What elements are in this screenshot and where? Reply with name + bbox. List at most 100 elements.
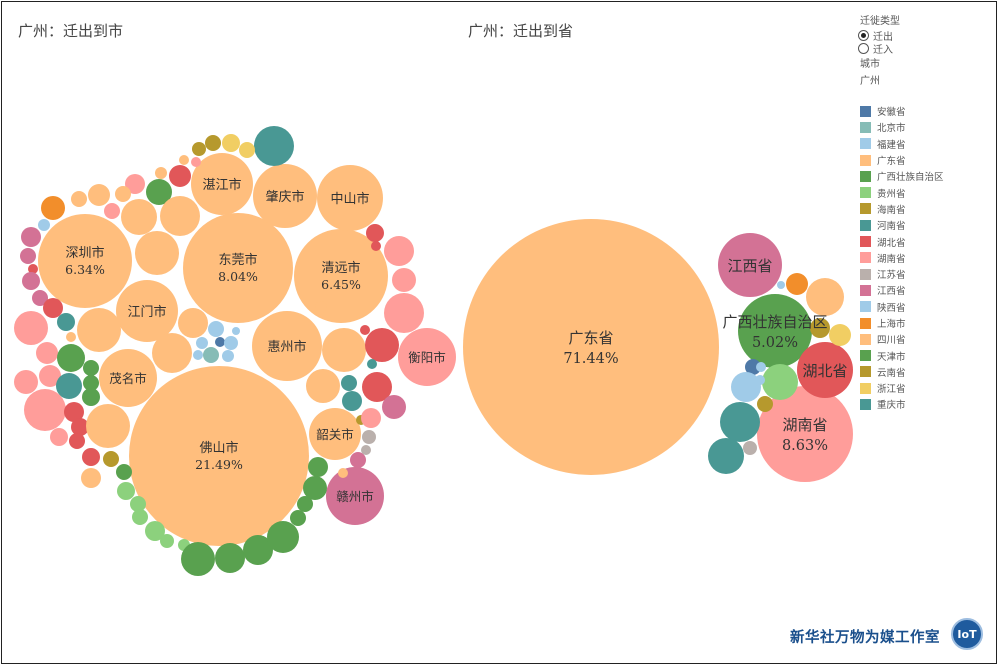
small-bubble[interactable]	[135, 231, 179, 275]
small-bubble[interactable]	[20, 248, 36, 264]
small-bubble[interactable]	[222, 350, 234, 362]
radio-option-out[interactable]: 迁出	[858, 29, 944, 43]
small-bubble[interactable]	[361, 408, 381, 428]
small-bubble[interactable]	[384, 236, 414, 266]
small-bubble[interactable]	[303, 476, 327, 500]
city-bubble[interactable]	[309, 408, 361, 460]
legend-item[interactable]: 湖南省	[858, 250, 944, 266]
small-bubble[interactable]	[192, 142, 206, 156]
small-bubble[interactable]	[82, 448, 100, 466]
city-bubble[interactable]	[294, 229, 388, 323]
province-bubble[interactable]	[738, 294, 812, 368]
small-bubble[interactable]	[341, 375, 357, 391]
small-bubble[interactable]	[160, 534, 174, 548]
province-bubble[interactable]	[463, 219, 719, 475]
small-bubble[interactable]	[367, 359, 377, 369]
city-bubble[interactable]	[38, 214, 132, 308]
city-bubble[interactable]	[183, 213, 293, 323]
legend-item[interactable]: 重庆市	[858, 396, 944, 412]
small-bubble[interactable]	[306, 369, 340, 403]
small-bubble[interactable]	[28, 264, 38, 274]
small-bubble[interactable]	[117, 482, 135, 500]
small-bubble[interactable]	[83, 375, 99, 391]
small-bubble[interactable]	[116, 464, 132, 480]
city-filter-value[interactable]: 广州	[860, 76, 880, 87]
small-bubble[interactable]	[14, 311, 48, 345]
province-bubble[interactable]	[718, 233, 782, 297]
small-bubble[interactable]	[362, 372, 392, 402]
small-bubble[interactable]	[756, 362, 766, 372]
city-bubble[interactable]	[398, 328, 456, 386]
small-bubble[interactable]	[215, 337, 225, 347]
legend-item[interactable]: 河南省	[858, 217, 944, 233]
small-bubble[interactable]	[14, 370, 38, 394]
legend-item[interactable]: 海南省	[858, 201, 944, 217]
small-bubble[interactable]	[56, 373, 82, 399]
city-bubble[interactable]	[191, 153, 253, 215]
small-bubble[interactable]	[179, 155, 189, 165]
city-bubble[interactable]	[317, 165, 383, 231]
small-bubble[interactable]	[810, 318, 830, 338]
city-bubble[interactable]	[129, 366, 309, 546]
small-bubble[interactable]	[224, 336, 238, 350]
small-bubble[interactable]	[350, 452, 366, 468]
small-bubble[interactable]	[297, 496, 313, 512]
legend-item[interactable]: 陕西省	[858, 299, 944, 315]
small-bubble[interactable]	[205, 135, 221, 151]
small-bubble[interactable]	[762, 364, 798, 400]
legend-item[interactable]: 江苏省	[858, 266, 944, 282]
small-bubble[interactable]	[39, 365, 61, 387]
small-bubble[interactable]	[38, 219, 50, 231]
city-bubble[interactable]	[326, 467, 384, 525]
small-bubble[interactable]	[708, 438, 744, 474]
small-bubble[interactable]	[196, 337, 208, 349]
small-bubble[interactable]	[267, 521, 299, 553]
small-bubble[interactable]	[366, 224, 384, 242]
small-bubble[interactable]	[160, 196, 200, 236]
small-bubble[interactable]	[152, 333, 192, 373]
small-bubble[interactable]	[81, 468, 101, 488]
small-bubble[interactable]	[32, 290, 48, 306]
small-bubble[interactable]	[731, 372, 761, 402]
legend-item[interactable]: 广西壮族自治区	[858, 168, 944, 184]
small-bubble[interactable]	[88, 184, 110, 206]
small-bubble[interactable]	[71, 191, 87, 207]
small-bubble[interactable]	[215, 543, 245, 573]
small-bubble[interactable]	[193, 350, 203, 360]
small-bubble[interactable]	[77, 308, 121, 352]
small-bubble[interactable]	[69, 433, 85, 449]
small-bubble[interactable]	[125, 174, 145, 194]
small-bubble[interactable]	[83, 360, 99, 376]
small-bubble[interactable]	[82, 388, 100, 406]
small-bubble[interactable]	[362, 430, 376, 444]
small-bubble[interactable]	[315, 301, 327, 313]
small-bubble[interactable]	[64, 402, 84, 422]
radio-option-in[interactable]: 迁入	[858, 42, 944, 56]
small-bubble[interactable]	[103, 451, 119, 467]
legend-item[interactable]: 上海市	[858, 315, 944, 331]
small-bubble[interactable]	[786, 273, 808, 295]
small-bubble[interactable]	[365, 328, 399, 362]
legend-item[interactable]: 安徽省	[858, 103, 944, 119]
small-bubble[interactable]	[232, 327, 240, 335]
small-bubble[interactable]	[132, 509, 148, 525]
small-bubble[interactable]	[208, 321, 224, 337]
small-bubble[interactable]	[115, 186, 131, 202]
small-bubble[interactable]	[745, 359, 761, 375]
small-bubble[interactable]	[104, 203, 120, 219]
radio-selected-icon[interactable]	[858, 30, 869, 41]
small-bubble[interactable]	[41, 196, 65, 220]
small-bubble[interactable]	[322, 328, 366, 372]
small-bubble[interactable]	[57, 313, 75, 331]
small-bubble[interactable]	[43, 298, 63, 318]
legend-item[interactable]: 四川省	[858, 331, 944, 347]
small-bubble[interactable]	[24, 389, 66, 431]
small-bubble[interactable]	[384, 293, 424, 333]
small-bubble[interactable]	[66, 332, 76, 342]
city-bubble[interactable]	[253, 164, 317, 228]
legend-item[interactable]: 云南省	[858, 364, 944, 380]
legend-item[interactable]: 江西省	[858, 282, 944, 298]
small-bubble[interactable]	[71, 418, 89, 436]
small-bubble[interactable]	[145, 521, 165, 541]
small-bubble[interactable]	[254, 126, 294, 166]
